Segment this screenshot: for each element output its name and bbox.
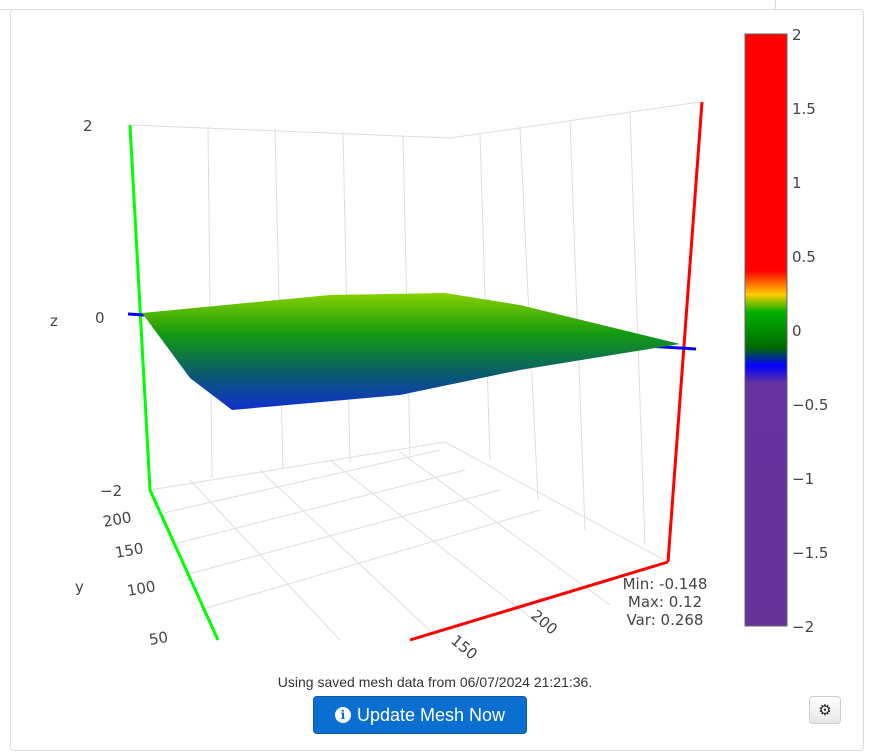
- update-mesh-label: Update Mesh Now: [356, 704, 506, 725]
- colorbar-tick: 1.5: [792, 100, 816, 118]
- colorbar-tick: 0.5: [792, 248, 816, 266]
- colorbar: [744, 33, 788, 627]
- y-axis-title: y: [75, 578, 84, 596]
- gear-icon: ⚙: [818, 702, 832, 719]
- colorbar-tick: −2: [792, 618, 814, 636]
- y-tick: 150: [114, 539, 145, 562]
- y-tick: 100: [126, 577, 157, 600]
- x-axis-vertical-line: [666, 101, 704, 563]
- x-tick: 200: [527, 606, 561, 638]
- y-tick: 50: [148, 628, 170, 649]
- colorbar-tick: −1: [792, 470, 814, 488]
- stat-min: Min: -0.148: [622, 575, 708, 593]
- colorbar-tick: −1.5: [792, 544, 828, 562]
- colorbar-tick: −0.5: [792, 396, 828, 414]
- mesh-status-text: Using saved mesh data from 06/07/2024 21…: [277, 674, 593, 690]
- info-circle-icon: i: [334, 707, 351, 723]
- z-axis-line: [128, 124, 152, 491]
- stat-var: Var: 0.268: [626, 611, 704, 629]
- y-axis-line: [148, 489, 220, 641]
- x-tick: 150: [447, 631, 481, 663]
- x-axis-line: [409, 560, 669, 642]
- colorbar-tick: 0: [792, 322, 802, 340]
- settings-button[interactable]: ⚙: [809, 696, 841, 724]
- z-tick: 0: [95, 309, 105, 327]
- z-tick: 2: [83, 117, 93, 135]
- mesh-surface: [142, 293, 680, 410]
- stat-max: Max: 0.12: [627, 593, 703, 611]
- mesh-stats: Min: -0.148 Max: 0.12 Var: 0.268: [600, 575, 730, 629]
- colorbar-tick: 2: [792, 26, 802, 44]
- z-axis-title: z: [50, 312, 58, 330]
- z-tick: −2: [100, 482, 122, 500]
- y-tick: 200: [102, 508, 133, 531]
- update-mesh-button[interactable]: i Update Mesh Now: [313, 696, 527, 734]
- colorbar-tick: 1: [792, 174, 802, 192]
